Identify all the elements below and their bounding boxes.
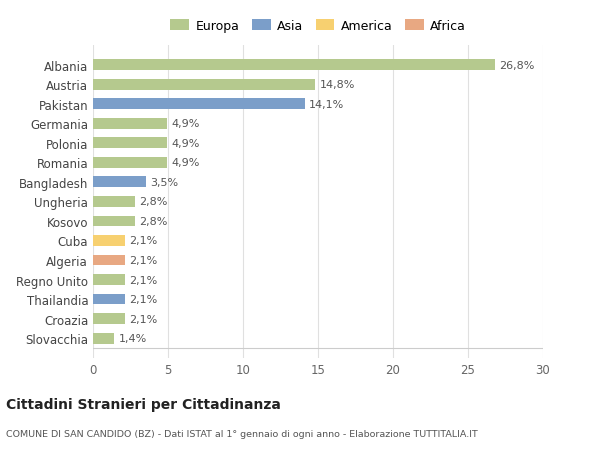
Bar	[93, 196, 135, 207]
Text: 1,4%: 1,4%	[119, 334, 147, 343]
Bar	[93, 177, 146, 188]
Bar	[93, 235, 125, 246]
Text: 3,5%: 3,5%	[150, 178, 178, 187]
Bar	[93, 138, 167, 149]
Text: Cittadini Stranieri per Cittadinanza: Cittadini Stranieri per Cittadinanza	[6, 397, 281, 411]
Bar	[93, 79, 315, 90]
Bar	[93, 313, 125, 325]
Bar	[93, 216, 135, 227]
Text: 2,8%: 2,8%	[139, 217, 168, 226]
Text: 2,1%: 2,1%	[129, 256, 157, 265]
Text: 2,8%: 2,8%	[139, 197, 168, 207]
Text: 14,1%: 14,1%	[309, 100, 344, 109]
Bar	[93, 157, 167, 168]
Legend: Europa, Asia, America, Africa: Europa, Asia, America, Africa	[166, 15, 470, 38]
Bar	[93, 333, 114, 344]
Text: 14,8%: 14,8%	[320, 80, 355, 90]
Bar	[93, 274, 125, 285]
Text: 2,1%: 2,1%	[129, 314, 157, 324]
Text: 26,8%: 26,8%	[499, 61, 535, 70]
Text: 2,1%: 2,1%	[129, 236, 157, 246]
Text: COMUNE DI SAN CANDIDO (BZ) - Dati ISTAT al 1° gennaio di ogni anno - Elaborazion: COMUNE DI SAN CANDIDO (BZ) - Dati ISTAT …	[6, 429, 478, 438]
Text: 4,9%: 4,9%	[171, 119, 199, 129]
Bar	[93, 294, 125, 305]
Text: 4,9%: 4,9%	[171, 139, 199, 148]
Text: 2,1%: 2,1%	[129, 275, 157, 285]
Bar	[93, 60, 495, 71]
Bar	[93, 99, 305, 110]
Bar	[93, 255, 125, 266]
Text: 4,9%: 4,9%	[171, 158, 199, 168]
Text: 2,1%: 2,1%	[129, 295, 157, 304]
Bar	[93, 118, 167, 129]
